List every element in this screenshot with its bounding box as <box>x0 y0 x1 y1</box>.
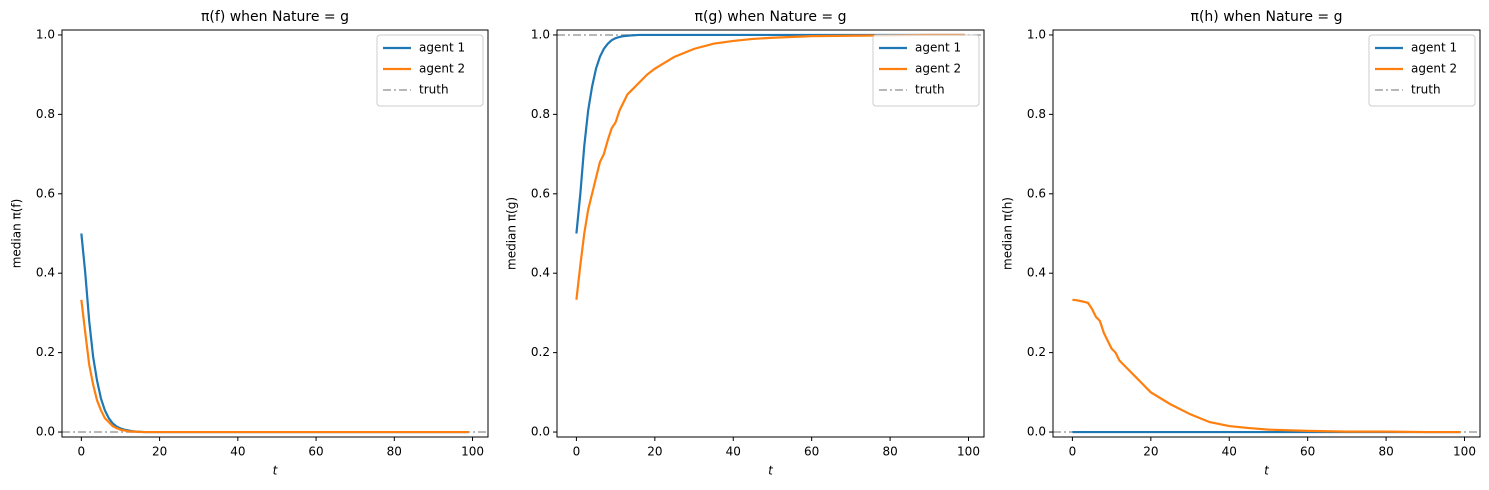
x-tick-label: 80 <box>387 445 402 459</box>
y-axis-label: median π(f) <box>10 199 24 269</box>
x-tick-label: 40 <box>1222 445 1237 459</box>
chart-title: π(f) when Nature = g <box>201 9 349 25</box>
legend-label: truth <box>1411 83 1441 97</box>
y-tick-label: 0.2 <box>36 345 55 359</box>
x-tick-label: 60 <box>308 445 323 459</box>
x-axis-label: t <box>768 464 774 478</box>
series-line <box>575 33 965 234</box>
y-tick-label: 0.4 <box>531 266 550 280</box>
y-tick-label: 0.8 <box>1027 107 1046 121</box>
legend-label: agent 2 <box>1411 62 1457 76</box>
legend-label: agent 1 <box>915 41 961 55</box>
y-tick-label: 0.8 <box>531 107 550 121</box>
legend-box <box>872 34 980 107</box>
x-tick-label: 80 <box>882 445 897 459</box>
x-tick-label: 100 <box>957 445 980 459</box>
axes-frame <box>1052 29 1481 438</box>
x-tick-label: 60 <box>1300 445 1315 459</box>
y-tick-label: 0.0 <box>36 425 55 439</box>
y-tick-label: 0.6 <box>36 186 55 200</box>
y-tick-label: 0.6 <box>1027 186 1046 200</box>
y-tick-label: 1.0 <box>36 27 55 41</box>
chart-title: π(g) when Nature = g <box>695 9 847 25</box>
legend-label: agent 2 <box>419 62 465 76</box>
x-tick-label: 20 <box>1143 445 1158 459</box>
series-line <box>575 33 965 300</box>
series-line <box>80 299 469 434</box>
series-line <box>1072 298 1461 434</box>
x-axis-label: t <box>1264 464 1270 478</box>
chart-title: π(h) when Nature = g <box>1191 9 1343 25</box>
x-tick-label: 60 <box>804 445 819 459</box>
y-tick-label: 0.6 <box>531 186 550 200</box>
legend-label: truth <box>915 83 945 97</box>
x-tick-label: 20 <box>647 445 662 459</box>
y-axis-label: median π(h) <box>1001 197 1015 270</box>
x-tick-label: 40 <box>230 445 245 459</box>
x-tick-label: 100 <box>461 445 484 459</box>
y-tick-label: 0.4 <box>36 266 55 280</box>
legend-label: agent 1 <box>1411 41 1457 55</box>
y-tick-label: 1.0 <box>531 27 550 41</box>
y-tick-label: 1.0 <box>1027 27 1046 41</box>
legend-label: agent 1 <box>419 41 465 55</box>
axes-frame <box>556 29 985 438</box>
y-tick-label: 0.0 <box>1027 425 1046 439</box>
legend-label: truth <box>419 83 449 97</box>
axes-frame <box>61 29 489 438</box>
x-tick-label: 80 <box>1378 445 1393 459</box>
x-tick-label: 40 <box>726 445 741 459</box>
y-tick-label: 0.2 <box>531 345 550 359</box>
y-tick-label: 0.0 <box>531 425 550 439</box>
x-tick-label: 100 <box>1453 445 1476 459</box>
x-tick-label: 0 <box>1069 445 1077 459</box>
y-tick-label: 0.2 <box>1027 345 1046 359</box>
legend-box <box>376 34 484 107</box>
x-tick-label: 0 <box>573 445 581 459</box>
x-tick-label: 0 <box>78 445 86 459</box>
x-axis-label: t <box>273 464 279 478</box>
series-line <box>80 233 469 434</box>
y-tick-label: 0.4 <box>1027 266 1046 280</box>
y-axis-label: median π(g) <box>505 197 519 270</box>
legend-label: agent 2 <box>915 62 961 76</box>
x-tick-label: 20 <box>152 445 167 459</box>
y-tick-label: 0.8 <box>36 107 55 121</box>
legend-box <box>1368 34 1476 107</box>
